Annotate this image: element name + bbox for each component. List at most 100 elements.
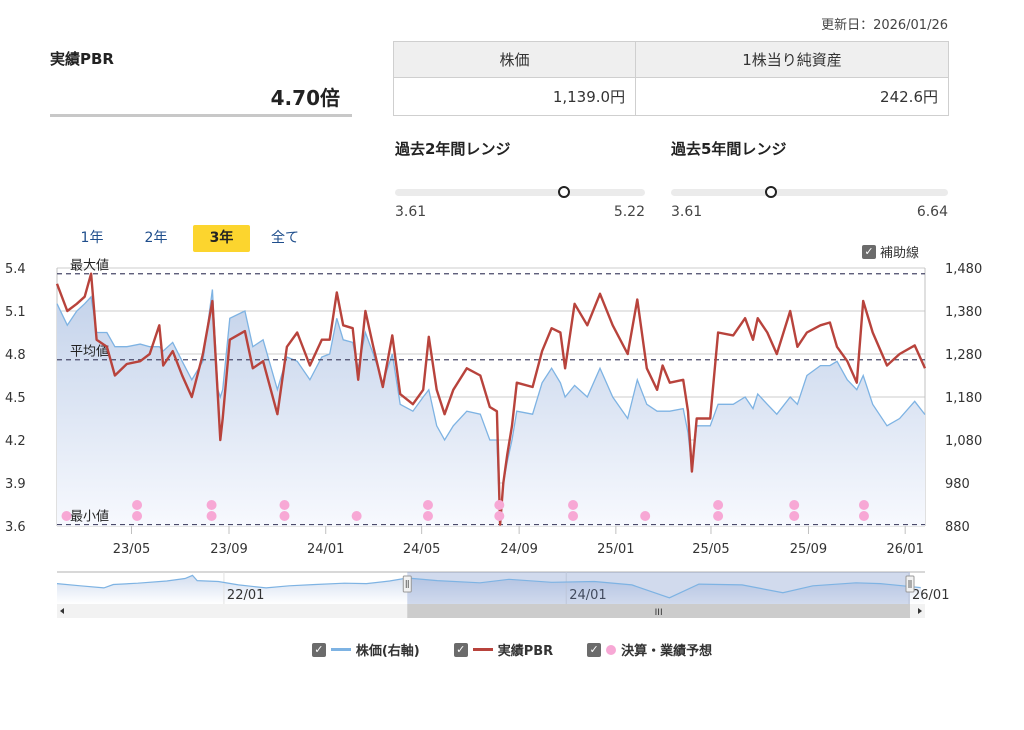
checkbox-checked-icon[interactable]: ✓ [453, 642, 468, 657]
x-tick-label: 23/05 [113, 542, 150, 557]
range-2y-title: 過去2年間レンジ [395, 140, 511, 158]
y-right-tick-label: 1,480 [945, 262, 982, 277]
x-tick-label: 25/05 [692, 542, 729, 557]
y-left-tick-label: 3.9 [5, 477, 26, 492]
y-right-tick-label: 1,280 [945, 348, 982, 363]
price-bps-table: 株価 1株当り純資産 1,139.0円 242.6円 [392, 41, 949, 116]
legend-item-price[interactable]: ✓ 株価(右軸) [311, 640, 420, 659]
scroll-left-arrow-icon[interactable] [60, 608, 64, 614]
event-dot[interactable] [858, 511, 869, 521]
grip-icon: III [655, 608, 663, 618]
divider [50, 114, 352, 117]
navigator-handle[interactable] [402, 575, 412, 593]
range-2y-track [395, 189, 645, 196]
range-2y-marker [558, 186, 571, 198]
y-left-tick-label: 4.8 [5, 348, 26, 363]
y-left-tick-label: 4.5 [5, 391, 26, 406]
event-dot[interactable] [351, 511, 362, 521]
navigator-handle[interactable] [905, 575, 915, 593]
x-tick-label: 25/01 [597, 542, 634, 557]
header-price: 株価 [392, 41, 637, 78]
y-right-tick-label: 980 [945, 477, 970, 492]
legend-label: 実績PBR [497, 644, 554, 659]
checkbox-checked-icon[interactable]: ✓ [862, 244, 876, 259]
legend: ✓ 株価(右軸) ✓ 実績PBR ✓ 決算・業績予想 [0, 640, 1024, 659]
legend-label: 株価(右軸) [355, 644, 420, 659]
header-bps: 1株当り純資産 [635, 41, 949, 78]
event-dot[interactable] [713, 511, 724, 521]
event-dot[interactable] [494, 500, 505, 510]
pbr-value: 4.70倍 [270, 86, 340, 110]
y-left-tick-label: 5.1 [5, 305, 26, 320]
y-right-tick-label: 880 [945, 520, 970, 535]
x-tick-label: 26/01 [886, 542, 923, 557]
event-dot[interactable] [568, 511, 579, 521]
aux-lines-toggle[interactable]: ✓ 補助線 [862, 242, 919, 261]
event-dot[interactable] [422, 511, 433, 521]
range-5y-title: 過去5年間レンジ [671, 140, 787, 158]
legend-item-events[interactable]: ✓ 決算・業績予想 [587, 640, 712, 659]
scroll-right-arrow-icon[interactable] [918, 608, 922, 614]
x-tick-label: 24/05 [403, 542, 440, 557]
event-dot[interactable] [789, 500, 800, 510]
event-dot[interactable] [568, 500, 579, 510]
range-2y-min: 3.61 [395, 204, 427, 220]
value-price: 1,139.0円 [392, 77, 637, 116]
navigator-tick-label: 24/01 [569, 588, 606, 603]
line-swatch-icon [472, 648, 493, 651]
y-left-tick-label: 4.2 [5, 434, 26, 449]
price-area [57, 289, 925, 526]
event-dot[interactable] [494, 511, 505, 521]
reference-line-label: 平均値 [70, 344, 109, 360]
event-dot[interactable] [61, 511, 72, 521]
value-bps: 242.6円 [635, 77, 949, 116]
y-right-tick-label: 1,380 [945, 305, 982, 320]
tab-3y[interactable]: 3年 [193, 225, 250, 252]
reference-line-label: 最小値 [70, 509, 109, 525]
event-dot[interactable] [789, 511, 800, 521]
navigator-tick-label: 22/01 [227, 588, 264, 603]
line-swatch-icon [330, 648, 351, 651]
updated-date: 更新日：2026/01/26 [821, 18, 948, 33]
event-dot[interactable] [422, 500, 433, 510]
navigator-line [56, 574, 921, 599]
navigator-selection[interactable] [407, 572, 910, 604]
event-dot[interactable] [279, 500, 290, 510]
range-5y-min: 3.61 [671, 204, 703, 220]
pbr-line [55, 272, 927, 526]
x-tick-label: 24/09 [500, 542, 537, 557]
event-dot[interactable] [713, 500, 724, 510]
event-dot[interactable] [132, 500, 143, 510]
pbr-label: 実績PBR [50, 50, 114, 68]
event-dot[interactable] [206, 500, 217, 510]
y-right-tick-label: 1,180 [945, 391, 982, 406]
legend-item-pbr[interactable]: ✓ 実績PBR [453, 640, 554, 659]
x-tick-label: 25/09 [790, 542, 827, 557]
x-tick-label: 24/01 [307, 542, 344, 557]
checkbox-checked-icon[interactable]: ✓ [311, 642, 326, 657]
y-left-tick-label: 5.4 [5, 262, 26, 277]
range-5y-track [671, 189, 948, 196]
event-dot[interactable] [132, 511, 143, 521]
event-dot[interactable] [279, 511, 290, 521]
aux-lines-label: 補助線 [880, 246, 920, 261]
legend-label: 決算・業績予想 [621, 644, 713, 659]
range-2y-max: 5.22 [613, 204, 645, 220]
range-5y-max: 6.64 [916, 204, 948, 220]
navigator-area [57, 575, 925, 604]
tab-all[interactable]: 全て [271, 230, 299, 246]
y-right-tick-label: 1,080 [945, 434, 982, 449]
y-left-tick-label: 3.6 [5, 520, 26, 535]
navigator-tick-label: 26/01 [912, 588, 949, 603]
checkbox-checked-icon[interactable]: ✓ [587, 642, 602, 657]
event-dot[interactable] [858, 500, 869, 510]
x-tick-label: 23/09 [210, 542, 247, 557]
range-5y-marker [764, 186, 777, 198]
dot-swatch-icon [606, 644, 617, 655]
event-dot[interactable] [206, 511, 217, 521]
scrollbar-thumb[interactable] [407, 604, 910, 618]
event-dot[interactable] [640, 511, 651, 521]
tab-1y[interactable]: 1年 [80, 230, 104, 246]
tab-2y[interactable]: 2年 [144, 230, 168, 246]
